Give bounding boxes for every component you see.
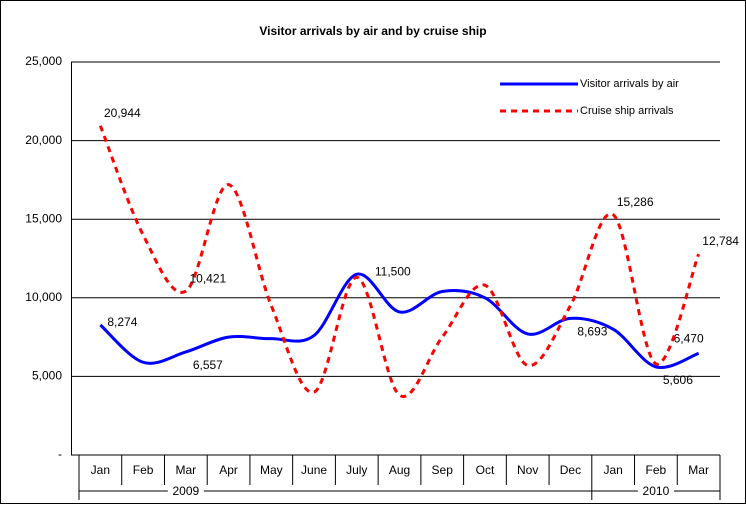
y-tick-label: 20,000 bbox=[25, 133, 62, 147]
x-tick-label: Mar bbox=[175, 463, 196, 477]
x-tick-label: Jan bbox=[91, 463, 110, 477]
group-label: 2010 bbox=[643, 484, 670, 498]
data-label: 12,784 bbox=[702, 234, 739, 248]
data-label: 5,606 bbox=[663, 373, 693, 387]
legend-label: Cruise ship arrivals bbox=[580, 105, 674, 117]
data-label: 6,557 bbox=[193, 358, 223, 372]
x-tick-label: Feb bbox=[646, 463, 667, 477]
data-label: 10,421 bbox=[189, 271, 226, 285]
y-tick-label: 5,000 bbox=[32, 369, 62, 383]
x-tick-label: Nov bbox=[517, 463, 538, 477]
series-line bbox=[99, 272, 700, 370]
x-tick-label: July bbox=[346, 463, 367, 477]
data-label: 20,944 bbox=[104, 106, 141, 120]
chart-title: Visitor arrivals by air and by cruise sh… bbox=[259, 24, 486, 38]
x-tick-label: Aug bbox=[389, 463, 410, 477]
x-tick-label: Apr bbox=[219, 463, 238, 477]
x-tick-label: Jan bbox=[603, 463, 622, 477]
x-tick-label: Sep bbox=[432, 463, 454, 477]
data-label: 6,470 bbox=[674, 331, 704, 345]
x-tick-label: June bbox=[301, 463, 327, 477]
x-tick-label: Mar bbox=[688, 463, 709, 477]
x-tick-label: Oct bbox=[476, 463, 495, 477]
group-label-bg bbox=[167, 486, 204, 498]
y-tick-label: - bbox=[58, 447, 62, 461]
group-label-bg bbox=[637, 486, 674, 498]
y-tick-label: 15,000 bbox=[25, 211, 62, 225]
legend-label: Visitor arrivals by air bbox=[580, 78, 679, 90]
data-label: 11,500 bbox=[375, 264, 411, 278]
data-label: 8,274 bbox=[107, 315, 137, 329]
group-label: 2009 bbox=[172, 484, 199, 498]
x-tick-label: May bbox=[260, 463, 283, 477]
y-tick-label: 10,000 bbox=[25, 290, 62, 304]
data-label: 8,693 bbox=[577, 325, 607, 339]
y-tick-label: 25,000 bbox=[25, 54, 62, 68]
x-tick-label: Dec bbox=[560, 463, 581, 477]
x-tick-label: Feb bbox=[133, 463, 154, 477]
data-label: 15,286 bbox=[617, 195, 654, 209]
